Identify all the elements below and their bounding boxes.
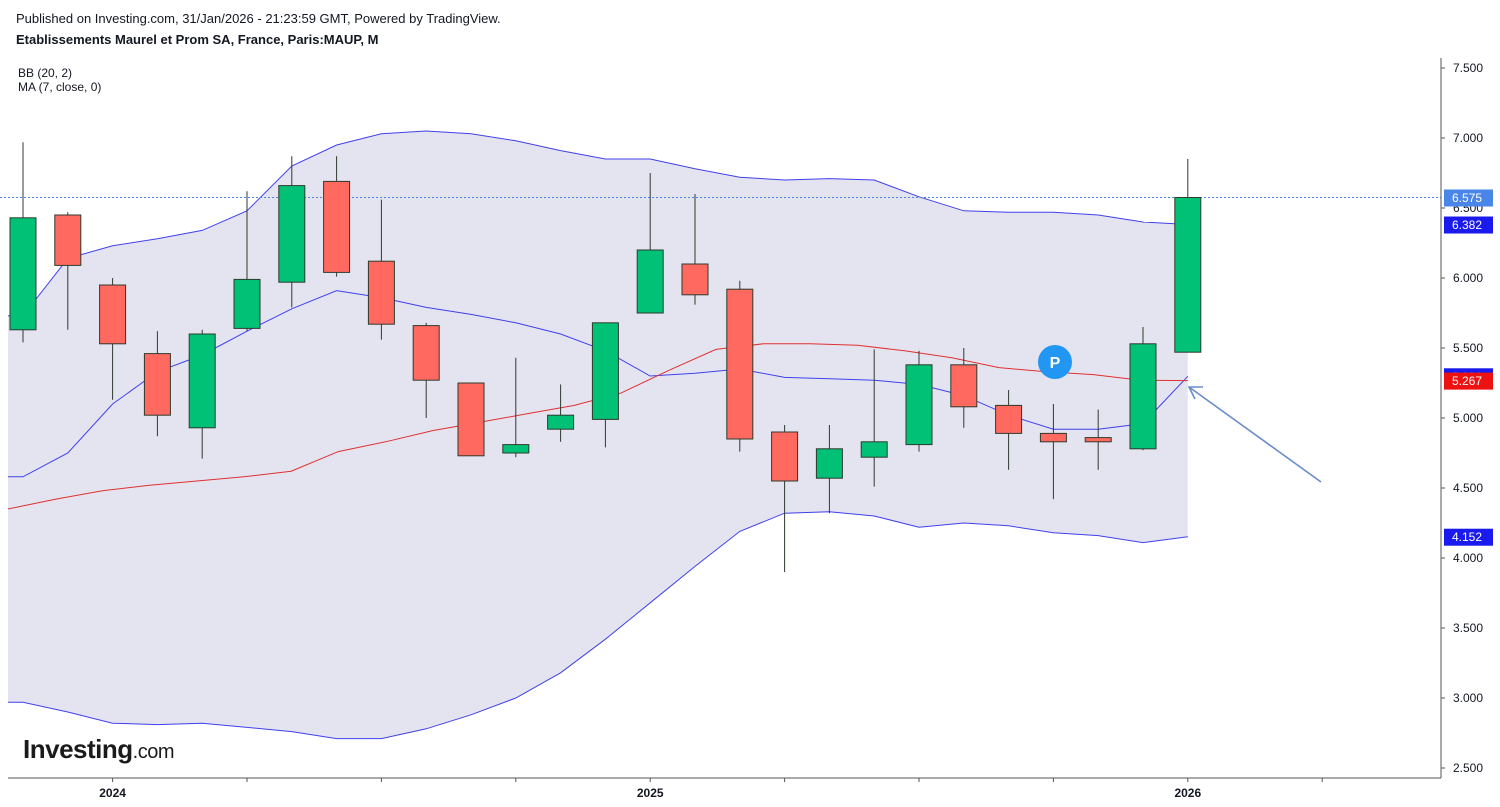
candle — [726, 280, 754, 452]
candle-body — [188, 333, 216, 429]
bb-lower-line — [8, 511, 1188, 740]
indicator-legend: BB (20, 2) MA (7, close, 0) — [18, 66, 101, 94]
candle — [905, 350, 933, 452]
p-marker[interactable]: P — [1038, 345, 1072, 379]
candle-body — [502, 444, 530, 454]
candle-body — [860, 441, 888, 458]
candle-body — [1039, 432, 1067, 443]
candle — [1039, 404, 1067, 500]
x-tick-label: 2025 — [637, 786, 664, 800]
price-label-box — [1444, 189, 1493, 207]
candle — [188, 329, 216, 459]
p-marker-circle — [1038, 345, 1072, 379]
published-line: Published on Investing.com, 31/Jan/2026 … — [16, 11, 501, 26]
price-label-box — [1444, 216, 1493, 234]
y-tick-label: 6.000 — [1453, 271, 1483, 285]
y-tick-label: 7.000 — [1453, 131, 1483, 145]
candle-body — [547, 414, 575, 430]
candle-body — [1084, 437, 1112, 443]
candle-body — [367, 260, 395, 325]
candle-body — [278, 185, 306, 283]
candle-body — [681, 263, 709, 296]
candle-body — [412, 325, 440, 381]
x-tick-label: 2026 — [1174, 786, 1201, 800]
candle — [547, 384, 575, 442]
candle — [54, 212, 82, 330]
price-label: 6.575 — [1444, 189, 1493, 207]
y-tick-label: 2.500 — [1453, 761, 1483, 775]
price-label: 6.382 — [1444, 216, 1493, 234]
y-tick-label: 3.000 — [1453, 691, 1483, 705]
candle-body — [1129, 343, 1157, 450]
y-tick-label: 5.000 — [1453, 411, 1483, 425]
candle — [9, 142, 37, 343]
candle — [502, 357, 530, 458]
y-tick-label: 7.500 — [1453, 61, 1483, 75]
price-label-box — [1444, 372, 1493, 390]
candle-body — [9, 217, 37, 331]
chart-header: Published on Investing.com, 31/Jan/2026 … — [16, 9, 501, 50]
candle — [681, 194, 709, 305]
candle — [99, 278, 127, 400]
bb-basis-line — [8, 290, 1189, 478]
price-label-box — [1444, 528, 1493, 546]
candle — [636, 173, 664, 314]
candle — [995, 390, 1023, 470]
candle-body — [457, 382, 485, 457]
y-tick-label: 3.500 — [1453, 621, 1483, 635]
candle — [1084, 409, 1112, 470]
y-tick-label: 5.500 — [1453, 341, 1483, 355]
logo-main: Investing — [23, 734, 133, 764]
candle — [233, 191, 261, 332]
p-marker-label: P — [1050, 355, 1061, 372]
candle-body — [143, 353, 171, 416]
candle — [367, 199, 395, 340]
price-label-text: 5.267 — [1452, 374, 1482, 388]
candle-body — [1174, 197, 1202, 353]
x-tick-label: 2024 — [99, 786, 126, 800]
candle — [278, 156, 306, 308]
candle — [771, 425, 799, 572]
price-label-text: 4.152 — [1452, 530, 1482, 544]
candle-body — [54, 214, 82, 266]
candle-body — [323, 180, 351, 273]
candle-body — [905, 364, 933, 446]
candle-body — [995, 404, 1023, 434]
investing-logo: Investing.com — [23, 734, 174, 765]
candle — [591, 322, 619, 448]
candle-body — [233, 278, 261, 329]
candle — [1174, 159, 1202, 353]
candle — [815, 425, 843, 514]
symbol-title: Etablissements Maurel et Prom SA, France… — [16, 32, 379, 47]
candle-body — [771, 431, 799, 482]
candle — [412, 322, 440, 418]
legend-ma[interactable]: MA (7, close, 0) — [18, 80, 102, 94]
price-label-text: 6.575 — [1452, 191, 1482, 205]
candle-body — [950, 364, 978, 408]
legend-bb[interactable]: BB (20, 2) — [18, 66, 73, 80]
candle — [860, 349, 888, 487]
candle — [950, 348, 978, 428]
candle — [457, 382, 485, 457]
bb-upper-line — [8, 130, 1188, 317]
candle-body — [99, 284, 127, 345]
y-tick-label: 4.500 — [1453, 481, 1483, 495]
candle-body — [726, 288, 754, 440]
candle-body — [636, 249, 664, 314]
logo-domain: .com — [132, 741, 175, 763]
annotation-arrow-shaft — [1188, 386, 1322, 483]
price-label-text: 6.382 — [1452, 218, 1482, 232]
annotation-arrow-head — [1187, 386, 1203, 400]
y-tick-label: 4.000 — [1453, 551, 1483, 565]
candle-body — [591, 322, 619, 420]
candle-body — [815, 448, 843, 479]
candle — [143, 331, 171, 437]
candle — [1129, 327, 1157, 451]
candle — [323, 156, 351, 277]
bb-fill — [8, 131, 1188, 739]
price-label: 5.267 — [1444, 372, 1493, 390]
price-label: 4.152 — [1444, 528, 1493, 546]
